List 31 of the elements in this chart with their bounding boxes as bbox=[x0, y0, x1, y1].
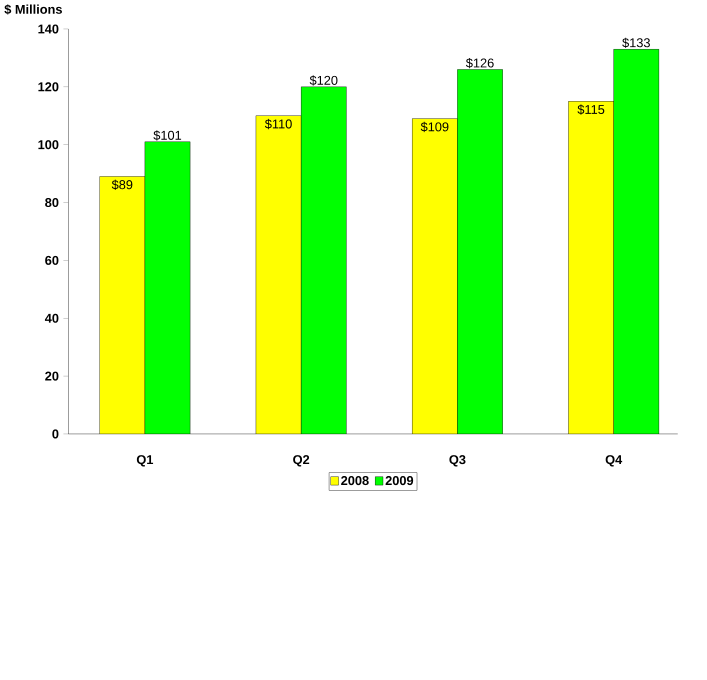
bar bbox=[144, 142, 190, 434]
x-tick-label: Q4 bbox=[606, 455, 622, 467]
y-tick-label: 40 bbox=[44, 314, 58, 323]
data-label: $89 bbox=[112, 180, 132, 190]
data-label: $120 bbox=[310, 75, 338, 86]
bar bbox=[613, 49, 660, 434]
x-tick-label: Q1 bbox=[136, 455, 154, 467]
x-tick-label: Q2 bbox=[293, 455, 310, 467]
bar bbox=[100, 176, 145, 434]
bar bbox=[457, 70, 503, 434]
y-tick-label: 120 bbox=[38, 82, 58, 92]
bar bbox=[256, 116, 302, 434]
y-tick-label: 0 bbox=[52, 430, 58, 439]
data-label: $101 bbox=[153, 130, 182, 141]
data-label: $115 bbox=[577, 104, 604, 115]
y-tick-label: 140 bbox=[38, 24, 58, 34]
y-tick-label: 80 bbox=[45, 198, 58, 208]
legend-label: 2008 bbox=[341, 476, 369, 486]
y-tick-label: 100 bbox=[38, 140, 58, 150]
bar bbox=[568, 101, 614, 434]
bar bbox=[412, 118, 458, 434]
y-tick-label: 60 bbox=[45, 256, 58, 265]
data-label: $109 bbox=[420, 122, 448, 132]
legend-label: 2009 bbox=[386, 476, 414, 486]
bar bbox=[301, 86, 346, 434]
data-label: $133 bbox=[622, 38, 650, 48]
y-tick-label: 20 bbox=[45, 372, 58, 381]
data-label: $126 bbox=[466, 58, 494, 68]
y-axis-title: $ Millions bbox=[4, 4, 62, 15]
x-tick-label: Q3 bbox=[449, 455, 466, 467]
data-label: $110 bbox=[264, 118, 292, 130]
